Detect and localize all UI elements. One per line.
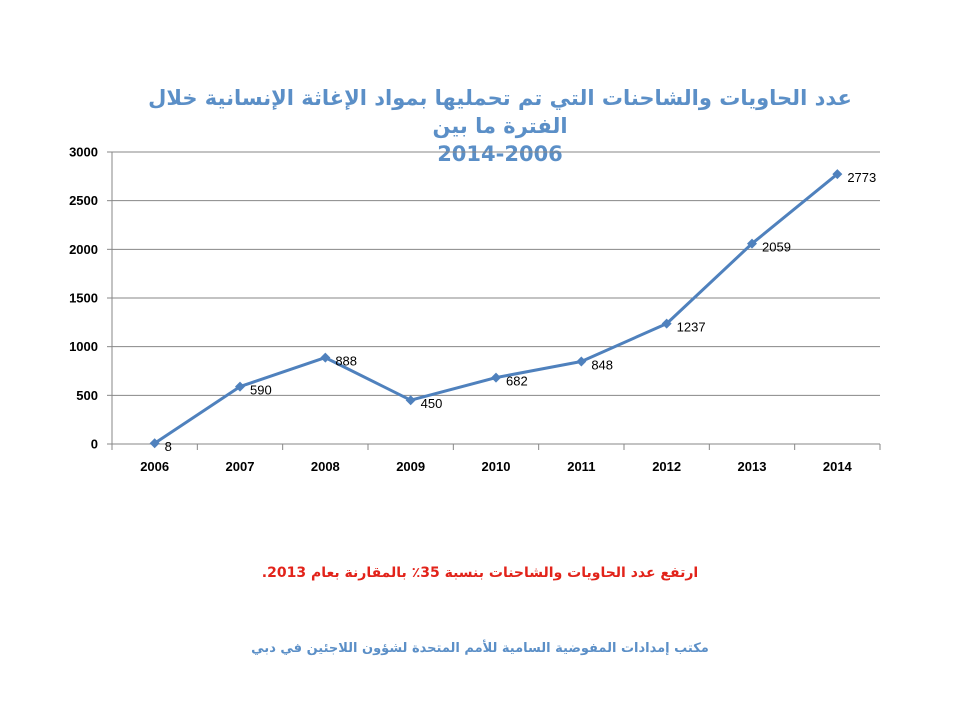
x-tick-label: 2012 xyxy=(652,459,681,474)
x-tick-label: 2010 xyxy=(482,459,511,474)
source-credit: مكتب إمدادات المفوضية السامية للأمم المت… xyxy=(251,641,709,656)
chart-title: عدد الحاويات والشاحنات التي تم تحمليها ب… xyxy=(120,84,880,168)
data-label: 682 xyxy=(506,374,528,389)
data-label: 2773 xyxy=(847,170,876,185)
y-tick-label: 1000 xyxy=(69,339,98,354)
x-tick-label: 2013 xyxy=(738,459,767,474)
series-line xyxy=(153,172,839,445)
data-point xyxy=(661,318,672,329)
summary-note: ارتفع عدد الحاويات والشاحنات بنسبة 35٪ ب… xyxy=(261,565,699,581)
y-tick-label: 3000 xyxy=(69,145,98,160)
chart-subtitle: 2014-2006 xyxy=(437,142,563,166)
data-label: 450 xyxy=(421,396,443,411)
y-tick-label: 2500 xyxy=(69,193,98,208)
data-point xyxy=(576,356,587,367)
x-tick-label: 2008 xyxy=(311,459,340,474)
data-point xyxy=(747,238,757,249)
data-label: 848 xyxy=(591,357,613,372)
data-label: 1237 xyxy=(677,320,706,335)
data-point xyxy=(320,352,331,363)
x-tick-label: 2007 xyxy=(226,459,255,474)
chart-title-text: عدد الحاويات والشاحنات التي تم تحمليها ب… xyxy=(148,86,852,138)
data-label: 2059 xyxy=(762,240,791,255)
data-point xyxy=(149,438,160,449)
data-point xyxy=(832,169,843,180)
x-tick-label: 2009 xyxy=(396,459,425,474)
y-tick-label: 500 xyxy=(76,388,98,403)
x-tick-label: 2006 xyxy=(140,459,169,474)
data-point xyxy=(235,381,245,392)
y-tick-label: 0 xyxy=(91,437,98,452)
y-tick-label: 1500 xyxy=(69,291,98,306)
data-label: 888 xyxy=(335,354,357,369)
data-label: 590 xyxy=(250,383,272,398)
y-tick-label: 2000 xyxy=(69,242,98,257)
data-point xyxy=(491,372,501,383)
data-point xyxy=(405,395,416,406)
data-label: 8 xyxy=(165,439,172,454)
x-tick-label: 2014 xyxy=(823,459,853,474)
x-tick-label: 2011 xyxy=(567,459,595,474)
